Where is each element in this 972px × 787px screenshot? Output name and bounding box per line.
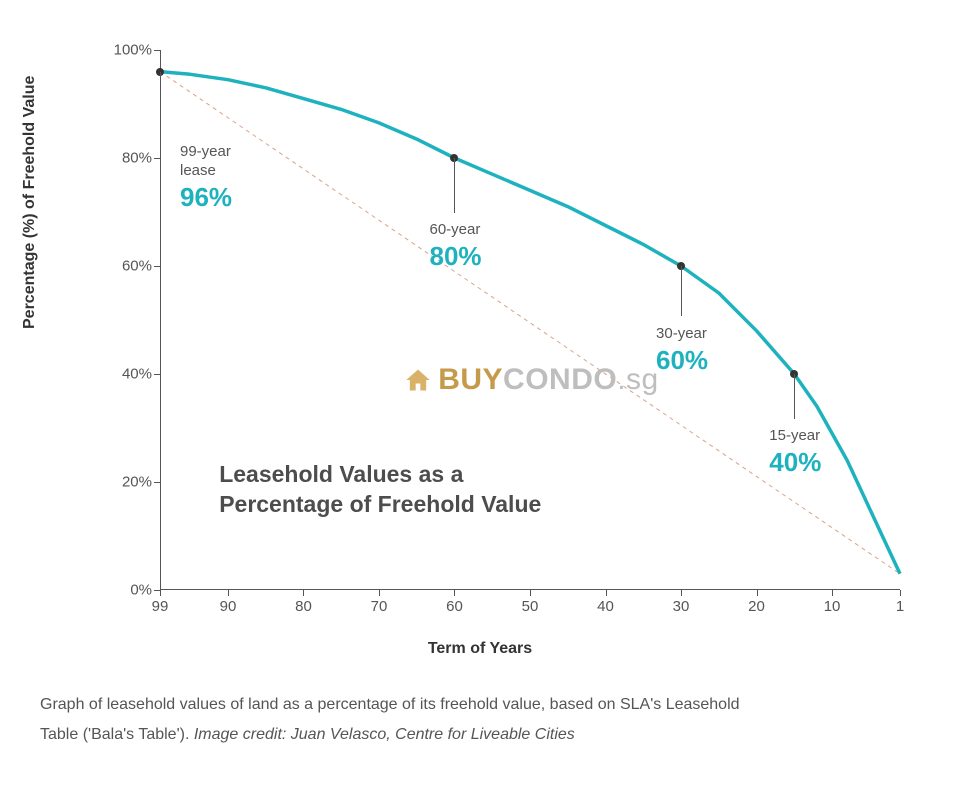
leader-line [794, 374, 795, 419]
caption-credit: Image credit: Juan Velasco, Centre for L… [194, 726, 575, 743]
callout-percent: 96% [180, 181, 232, 215]
chart-title: Leasehold Values as aPercentage of Freeh… [219, 460, 541, 520]
y-tick-label: 80% [122, 150, 152, 167]
callout-label: 30-year [656, 324, 708, 344]
x-tick-mark [454, 590, 455, 596]
house-icon [404, 366, 432, 394]
callout-percent: 80% [429, 240, 481, 274]
leader-line [454, 158, 455, 213]
callout-percent: 60% [656, 344, 708, 378]
caption-line1: Graph of leasehold values of land as a p… [40, 696, 740, 713]
callout-label: 15-year [769, 426, 821, 446]
x-tick-label: 60 [446, 598, 463, 615]
x-tick-mark [681, 590, 682, 596]
x-tick-label: 40 [597, 598, 614, 615]
caption: Graph of leasehold values of land as a p… [40, 690, 920, 751]
x-tick-mark [832, 590, 833, 596]
x-tick-label: 50 [522, 598, 539, 615]
callout-label: 60-year [429, 220, 481, 240]
watermark: BUYCONDO.sg [404, 363, 659, 397]
watermark-sg: .sg [617, 363, 659, 396]
x-axis-title: Term of Years [428, 640, 532, 658]
chart-container: Percentage (%) of Freehold Value 0%20%40… [40, 30, 920, 650]
x-tick-label: 20 [748, 598, 765, 615]
x-tick-mark [606, 590, 607, 596]
callout: 30-year60% [656, 324, 708, 377]
y-tick-label: 60% [122, 258, 152, 275]
callout: 99-yearlease96% [180, 142, 232, 215]
leader-line [681, 266, 682, 316]
watermark-buy: BUY [438, 363, 503, 396]
x-tick-label: 70 [371, 598, 388, 615]
y-tick-label: 40% [122, 366, 152, 383]
x-tick-label: 1 [896, 598, 904, 615]
y-tick-label: 20% [122, 474, 152, 491]
x-tick-label: 90 [220, 598, 237, 615]
callout: 15-year40% [769, 426, 821, 479]
x-tick-label: 80 [295, 598, 312, 615]
watermark-condo: CONDO [503, 363, 617, 396]
x-tick-mark [303, 590, 304, 596]
y-tick-label: 0% [130, 582, 152, 599]
x-tick-mark [228, 590, 229, 596]
x-tick-label: 10 [824, 598, 841, 615]
y-tick-label: 100% [114, 42, 152, 59]
x-tick-label: 99 [152, 598, 169, 615]
callout-label: 99-yearlease [180, 142, 232, 181]
x-tick-mark [900, 590, 901, 596]
plot-area: 0%20%40%60%80%100%9990807060504030201019… [160, 50, 900, 590]
callout: 60-year80% [429, 220, 481, 273]
callout-percent: 40% [769, 446, 821, 480]
x-tick-mark [757, 590, 758, 596]
y-axis-title: Percentage (%) of Freehold Value [21, 76, 39, 329]
leader-line [160, 72, 161, 132]
x-tick-mark [379, 590, 380, 596]
caption-line2-plain: Table ('Bala's Table'). [40, 726, 194, 743]
x-tick-label: 30 [673, 598, 690, 615]
x-tick-mark [160, 590, 161, 596]
x-tick-mark [530, 590, 531, 596]
